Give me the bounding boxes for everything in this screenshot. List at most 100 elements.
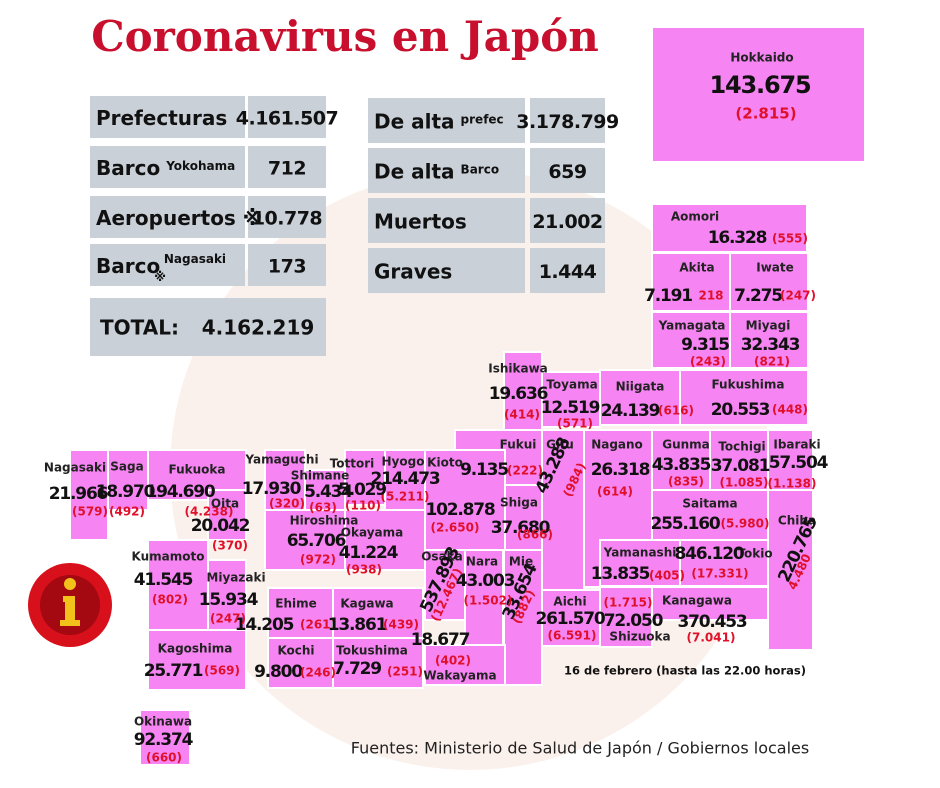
prefecture-name: Nara [466, 555, 498, 569]
prefecture-deaths: (414) [504, 408, 540, 422]
prefecture-cases: 9.315 [681, 335, 729, 355]
prefecture-cases: 214.473 [370, 469, 439, 489]
prefecture-tile [332, 587, 424, 639]
prefecture-name: Kochi [277, 644, 314, 658]
prefecture-deaths: (246) [300, 666, 336, 680]
prefecture-cases: 16.328 [708, 228, 767, 248]
prefecture-tile [767, 489, 814, 651]
prefecture-deaths: (6.591) [548, 629, 597, 643]
stat-label: Barco※ Nagasaki [96, 252, 226, 284]
stat-value-box [530, 98, 605, 143]
prefecture-deaths: (402) [435, 654, 471, 668]
prefecture-deaths: (1.715) [604, 596, 653, 610]
prefecture-tile [207, 489, 247, 541]
prefecture-cases: 37.680 [491, 518, 551, 538]
prefecture-cases: 846.120 [674, 544, 744, 564]
prefecture-name: Ibaraki [773, 438, 820, 452]
stat-label-box [368, 248, 525, 293]
prefecture-name: Yamaguchi [244, 453, 318, 467]
prefecture-cases: 255.160 [650, 514, 720, 534]
prefecture-deaths: (835) [668, 475, 704, 489]
prefecture-deaths: (616) [658, 404, 694, 418]
prefecture-cases: 5.029 [338, 480, 386, 500]
stat-value: 10.778 [252, 208, 323, 230]
stat-label-text: Aeropuertos ※ [96, 206, 262, 230]
stat-label-text: Muertos [374, 209, 467, 233]
prefecture-cases: 57.504 [769, 453, 829, 473]
prefecture-cases: 261.570 [535, 609, 605, 629]
stat-label: Barco Yokohama [96, 156, 235, 180]
prefecture-deaths: (555) [772, 232, 808, 246]
prefecture-cases: 9.800 [254, 662, 303, 682]
stat-value: 1.444 [539, 261, 597, 283]
prefecture-tile [729, 311, 809, 369]
prefecture-cases: 7.275 [734, 286, 782, 306]
prefecture-tile [651, 429, 711, 491]
prefecture-tile [651, 26, 866, 163]
prefecture-deaths: (2.815) [735, 105, 796, 123]
prefecture-cases: 15.934 [199, 590, 259, 610]
prefecture-cases: 92.374 [134, 730, 194, 750]
prefecture-cases: 37.081 [711, 456, 770, 476]
stat-label-box [368, 148, 525, 193]
stat-label: Muertos [374, 209, 467, 233]
prefecture-name: Aomori [671, 210, 719, 224]
prefecture-deaths: (4.238) [185, 505, 234, 519]
prefecture-deaths: (614) [597, 485, 633, 499]
prefecture-tile [503, 351, 543, 431]
stat-label: Graves [374, 259, 452, 283]
prefecture-deaths: (1.138) [768, 477, 817, 491]
prefecture-name: Tottori [330, 457, 375, 471]
prefecture-labels: Hokkaido 143.675 (2.815) Aomori 16.328 (555) A… [44, 51, 830, 765]
info-icon [28, 563, 112, 647]
prefecture-cases: 12.519 [541, 398, 600, 418]
stat-sub: Yokohama [165, 159, 235, 173]
prefecture-tile [267, 587, 334, 639]
prefecture-cases: 26.318 [591, 460, 650, 480]
prefecture-cases: 43.003 [456, 571, 515, 591]
prefecture-name: Saga [110, 460, 143, 474]
prefecture-cases: 21.966 [49, 484, 108, 504]
prefecture-cases: 13.861 [328, 615, 387, 635]
prefecture-deaths: (569) [204, 664, 240, 678]
prefecture-name: Miyagi [746, 319, 791, 333]
prefecture-deaths: (866) [517, 528, 553, 542]
stat-value: 659 [548, 161, 586, 183]
prefecture-cases: 7.729 [333, 659, 381, 679]
stat-label-text: Graves [374, 259, 452, 283]
total-label: TOTAL: [100, 316, 179, 340]
prefecture-deaths: (251) [387, 665, 423, 679]
stat-label-box [90, 196, 245, 238]
prefecture-name: Shizuoka [609, 630, 670, 644]
prefecture-cases: 41.545 [134, 570, 193, 590]
prefecture-name: Osaka [421, 550, 463, 564]
stat-sub: Nagasaki [164, 252, 226, 266]
prefecture-deaths: (63) [309, 501, 337, 515]
prefecture-deaths: (7.041) [687, 631, 736, 645]
prefecture-cases: 65.706 [287, 531, 346, 551]
prefecture-name: Toyama [546, 378, 597, 392]
prefecture-name: Shimane [291, 469, 350, 483]
prefecture-deaths: (448) [772, 403, 808, 417]
prefecture-deaths: (243) [690, 355, 726, 369]
prefecture-deaths: (261) [300, 618, 336, 632]
prefecture-name: Hokkaido [730, 51, 793, 65]
prefecture-tile [541, 589, 601, 647]
prefecture-name: Kioto [427, 456, 463, 470]
prefecture-deaths: (579) [72, 505, 108, 519]
title: Coronavirus en Japón [91, 12, 599, 61]
prefecture-deaths: (405) [649, 569, 685, 583]
prefecture-cases: 5.434 [304, 482, 353, 502]
prefecture-deaths: (5.980) [721, 517, 770, 531]
prefecture-cases: 20.042 [191, 516, 250, 536]
prefecture-name: Kanagawa [662, 594, 732, 608]
prefecture-deaths: (2.650) [431, 521, 480, 535]
stat-value: 3.178.799 [516, 111, 618, 133]
prefecture-tile [424, 644, 506, 686]
stat-label-box [90, 244, 245, 286]
prefecture-deaths: 218 [698, 289, 723, 303]
prefecture-cases: 13.835 [591, 564, 650, 584]
prefecture-cases: 17.930 [242, 479, 302, 499]
stat-label-box [368, 198, 525, 243]
stat-label-text: De alta [374, 109, 455, 133]
